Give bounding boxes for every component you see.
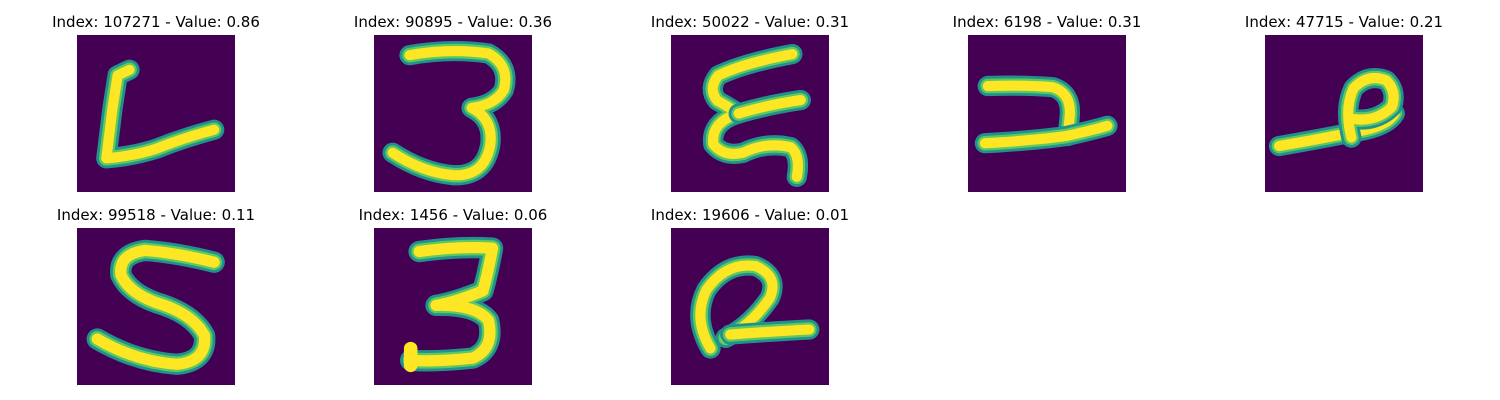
handwritten-rotated-4-image xyxy=(968,35,1126,192)
handwritten-l-image xyxy=(77,35,235,192)
panel-title: Index: 19606 - Value: 0.01 xyxy=(650,206,850,224)
handwritten-e-squiggle-image xyxy=(671,35,829,192)
panel-title: Index: 107271 - Value: 0.86 xyxy=(52,13,260,31)
handwritten-3-image xyxy=(374,228,532,385)
handwritten-3-image xyxy=(374,35,532,192)
handwritten-5-image xyxy=(77,228,235,385)
panel-title: Index: 50022 - Value: 0.31 xyxy=(650,13,850,31)
panel-title: Index: 47715 - Value: 0.21 xyxy=(1244,13,1444,31)
handwritten-rotated-2-image xyxy=(671,228,829,385)
panel-title: Index: 6198 - Value: 0.31 xyxy=(952,13,1142,31)
panel-title: Index: 1456 - Value: 0.06 xyxy=(358,206,548,224)
panel-title: Index: 99518 - Value: 0.11 xyxy=(56,206,256,224)
handwritten-rotated-9-image xyxy=(1265,35,1423,192)
panel-title: Index: 90895 - Value: 0.36 xyxy=(353,13,553,31)
